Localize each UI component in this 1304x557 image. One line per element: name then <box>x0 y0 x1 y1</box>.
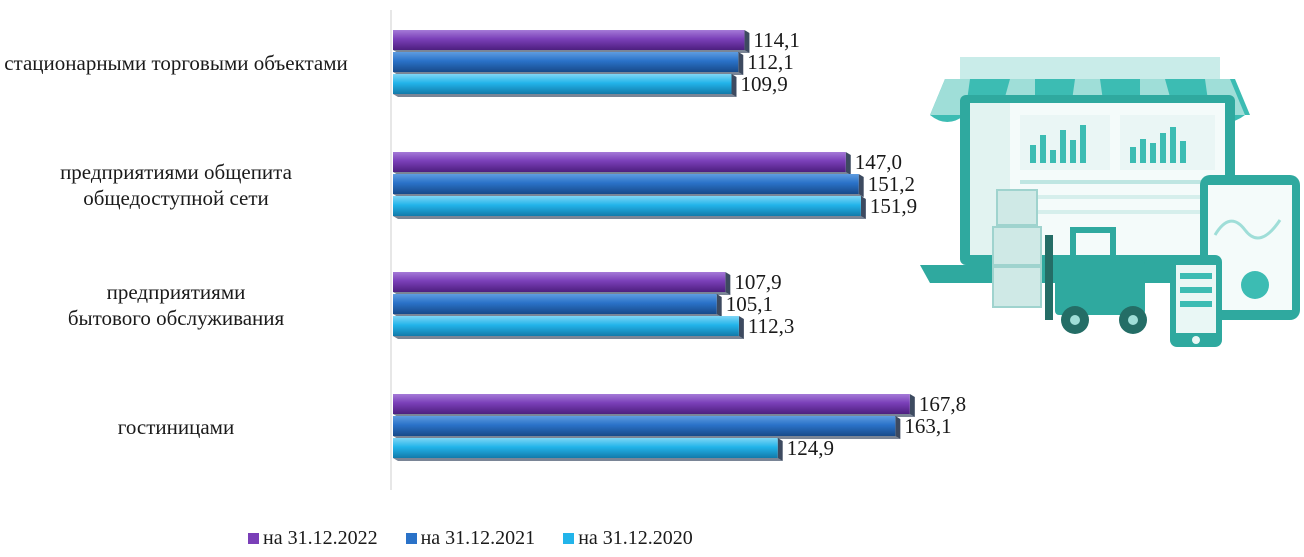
bar-shadow <box>393 336 744 339</box>
bar <box>393 272 726 292</box>
bar-edge <box>744 30 750 53</box>
bar <box>393 416 896 436</box>
bar-shadow <box>393 458 783 461</box>
bar-edge <box>731 74 737 97</box>
bar-edge <box>895 416 901 439</box>
data-label: 151,9 <box>870 194 917 218</box>
forklift-icon <box>1045 227 1147 334</box>
category-label: гостиницами <box>117 415 235 439</box>
phone-icon <box>1170 255 1222 347</box>
data-label: 167,8 <box>919 392 966 416</box>
data-label: 114,1 <box>753 28 799 52</box>
tablet-icon <box>1200 175 1300 320</box>
legend-swatch <box>248 533 259 544</box>
boxes-icon <box>992 189 1042 308</box>
bar <box>393 438 778 458</box>
bar-edge <box>725 272 731 295</box>
bar-edge <box>860 196 866 219</box>
data-label: 105,1 <box>726 292 773 316</box>
bar-edge <box>777 438 783 461</box>
bar <box>393 52 739 72</box>
bar <box>393 294 717 314</box>
bar-edge <box>909 394 915 417</box>
data-label: 147,0 <box>855 150 902 174</box>
chart-legend: на 31.12.2022 на 31.12.2021 на 31.12.2020 <box>248 527 693 550</box>
bar <box>393 174 859 194</box>
legend-swatch <box>405 533 417 544</box>
bar-shadow <box>393 216 866 219</box>
bar <box>393 152 846 172</box>
legend-label: на 31.12.2020 <box>578 527 693 549</box>
bar-edge <box>738 316 744 339</box>
bar-edge <box>716 294 722 317</box>
bar <box>393 394 910 414</box>
bar <box>393 30 745 50</box>
category-label: стационарными торговыми объектами <box>4 51 348 75</box>
online-store-illustration <box>920 57 1300 347</box>
bar-edge <box>845 152 851 175</box>
bar <box>393 74 732 94</box>
legend-label: на 31.12.2022 <box>263 527 378 549</box>
legend-item: на 31.12.2022 <box>248 527 378 550</box>
bar-shadow <box>393 94 737 97</box>
legend-item: на 31.12.2020 <box>563 527 693 550</box>
legend-item: на 31.12.2021 <box>405 527 536 550</box>
data-label: 109,9 <box>740 72 787 96</box>
bar <box>393 316 739 336</box>
category-label: предприятиями бытового обслуживания <box>67 280 285 330</box>
data-label: 124,9 <box>787 436 834 460</box>
data-label: 151,2 <box>868 172 915 196</box>
category-label: предприятиями общепита общедоступной сет… <box>60 160 292 210</box>
bar <box>393 196 861 216</box>
data-label: 107,9 <box>734 270 781 294</box>
bar-edge <box>738 52 744 75</box>
data-label: 112,1 <box>747 50 793 74</box>
bar-edge <box>858 174 864 197</box>
data-label: 112,3 <box>748 314 794 338</box>
legend-label: на 31.12.2021 <box>420 527 536 549</box>
data-label: 163,1 <box>904 414 951 438</box>
legend-swatch <box>563 533 575 544</box>
